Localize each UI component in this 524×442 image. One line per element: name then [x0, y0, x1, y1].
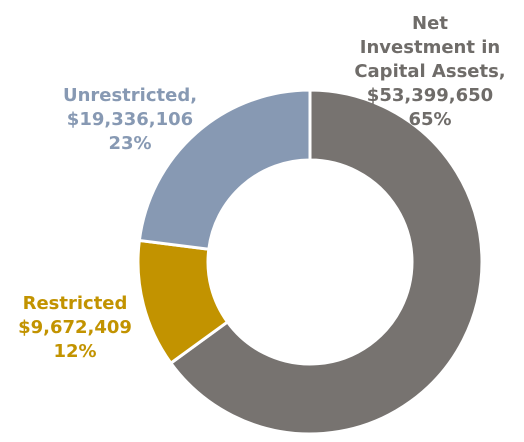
amount: $19,336,106 [66, 109, 194, 130]
percent: 23% [108, 133, 152, 154]
segment-label: Restricted $9,672,409 12% [0, 292, 150, 364]
percent: 12% [53, 341, 97, 362]
donut-segment [137, 88, 312, 251]
amount: $53,399,650 [366, 85, 494, 106]
segment-label: Unrestricted, $19,336,106 23% [40, 84, 220, 156]
category: Net Investment in Capital Assets, [354, 13, 506, 82]
category: Unrestricted, [62, 85, 198, 106]
percent: 65% [408, 109, 452, 130]
donut-segment [168, 88, 484, 436]
segment-label: Net Investment in Capital Assets, $53,399… [330, 12, 524, 132]
amount: $9,672,409 [18, 317, 132, 338]
category: Restricted [22, 293, 128, 314]
